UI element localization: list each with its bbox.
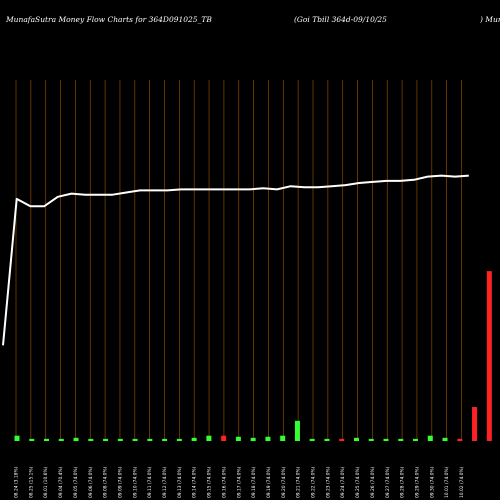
x-axis-ticks: 08.24 (3.18%) 08.25 (15.1%) 08.01 (10.6%) 0… [14,466,466,498]
money-flow-bar [221,435,227,441]
x-tick-label: 08.01 (10.6%) [43,466,49,498]
x-tick-label: 08.24 (3.18%) [14,466,20,498]
money-flow-bars [14,271,492,441]
money-flow-bar [398,438,404,441]
chart-subtitle: (Goi Tbill 364d-09/10/25 [294,15,387,24]
x-tick-label: 09.15 (74.0%) [207,466,213,498]
money-flow-bar [191,437,197,441]
x-tick-label: 09.08 (74.0%) [103,466,109,498]
money-flow-bar [176,438,182,441]
chart-title: MunafaSutra Money Flow Charts for 364D09… [5,15,212,24]
money-flow-bar [117,438,123,441]
money-flow-bar [58,438,64,441]
x-tick-label: 09.26 (74.0%) [370,466,376,498]
price-line [2,174,469,346]
money-flow-bar [103,438,109,441]
money-flow-bar [368,438,374,441]
money-flow-bar [132,438,138,441]
x-tick-label: 09.22 (74.0%) [311,466,317,498]
x-tick-label: 09.19 (74.0%) [266,466,272,498]
x-tick-label: 09.27 (74.0%) [385,466,391,498]
money-flow-bar [472,407,478,441]
x-tick-label: 09.18 (74.0%) [251,466,257,498]
money-flow-bar [250,437,256,441]
chart-site-label: ) Munafa [479,15,500,24]
x-tick-label: 09.21 (74.0%) [296,466,302,498]
x-tick-label: 09.05 (74.0%) [73,466,79,498]
x-tick-label: 09.09 (74.0%) [117,466,123,498]
grid-lines [15,80,462,440]
money-flow-bar [339,438,345,441]
x-tick-label: 09.20 (74.0%) [281,466,287,498]
x-tick-label: 09.10 (74.0%) [132,466,138,498]
price-line-path [2,174,469,346]
money-flow-bar [309,438,315,441]
money-flow-bar [442,437,448,441]
money-flow-bar [427,435,433,441]
x-tick-label: 09.11 (74.0%) [147,466,153,498]
x-tick-label: 09.30 (74.0%) [429,466,435,498]
money-flow-bar [280,435,286,441]
money-flow-bar [294,420,300,441]
money-flow-bar [413,438,419,441]
money-flow-bar [235,436,241,441]
money-flow-bar [14,435,20,441]
money-flow-bar [206,435,212,441]
money-flow-bar [353,437,359,441]
x-tick-label: 09.28 (74.0%) [400,466,406,498]
x-tick-label: 09.24 (74.0%) [340,466,346,498]
x-tick-label: 10.01 (74.0%) [444,466,450,498]
x-tick-label: 09.16 (74.0%) [221,466,227,498]
money-flow-bar [29,438,35,441]
x-tick-label: 09.14 (74.0%) [192,466,198,498]
x-tick-label: 10.02 (74.0%) [459,466,465,498]
x-tick-label: 09.25 (74.0%) [355,466,361,498]
money-flow-bar [265,436,271,441]
money-flow-bar [162,438,168,441]
money-flow-bar [88,438,94,441]
x-tick-label: 08.25 (15.1%) [28,466,34,498]
x-tick-label: 09.06 (74.0%) [88,466,94,498]
money-flow-bar [147,438,153,441]
x-tick-label: 09.17 (74.0%) [236,466,242,498]
money-flow-bar [457,438,463,441]
x-tick-label: 09.12 (74.0%) [162,466,168,498]
money-flow-bar [383,438,389,441]
x-tick-label: 09.13 (74.0%) [177,466,183,498]
money-flow-bar [73,437,79,441]
x-tick-label: 09.04 (70.4%) [58,466,64,498]
x-tick-label: 09.23 (74.0%) [325,466,331,498]
money-flow-bar [324,438,330,441]
money-flow-bar [486,271,492,441]
money-flow-bar [44,438,50,441]
x-tick-label: 09.29 (74.0%) [414,466,420,498]
